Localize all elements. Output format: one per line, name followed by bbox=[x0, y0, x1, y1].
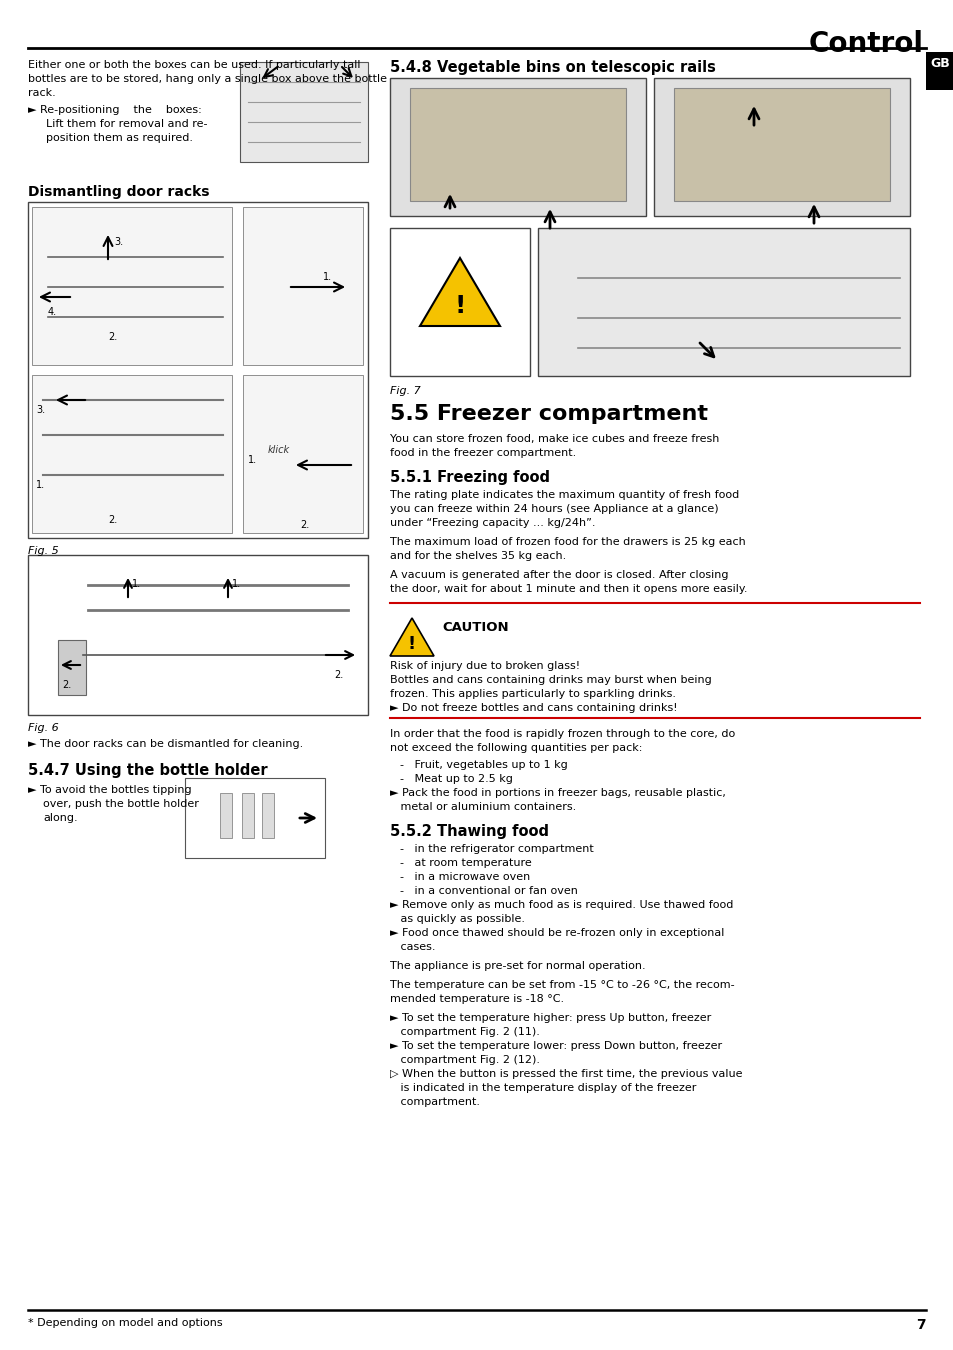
Text: -   in the refrigerator compartment: - in the refrigerator compartment bbox=[399, 844, 593, 855]
Bar bbox=[673, 88, 889, 201]
Text: 7: 7 bbox=[916, 1318, 925, 1332]
Text: -   Fruit, vegetables up to 1 kg: - Fruit, vegetables up to 1 kg bbox=[399, 760, 567, 770]
Bar bbox=[240, 62, 368, 162]
Text: under “Freezing capacity ... kg/24h”.: under “Freezing capacity ... kg/24h”. bbox=[390, 518, 595, 528]
Text: * Depending on model and options: * Depending on model and options bbox=[28, 1318, 222, 1328]
Text: -   Meat up to 2.5 kg: - Meat up to 2.5 kg bbox=[399, 774, 513, 784]
Text: ▷ When the button is pressed the first time, the previous value: ▷ When the button is pressed the first t… bbox=[390, 1069, 741, 1079]
Text: !: ! bbox=[454, 294, 465, 319]
Text: ► To set the temperature lower: press Down button, freezer: ► To set the temperature lower: press Do… bbox=[390, 1041, 721, 1052]
Text: ► To set the temperature higher: press Up button, freezer: ► To set the temperature higher: press U… bbox=[390, 1012, 711, 1023]
Text: Risk of injury due to broken glass!: Risk of injury due to broken glass! bbox=[390, 662, 579, 671]
Text: compartment Fig. 2 (11).: compartment Fig. 2 (11). bbox=[390, 1027, 539, 1037]
Bar bbox=[32, 375, 232, 533]
Text: food in the freezer compartment.: food in the freezer compartment. bbox=[390, 448, 576, 458]
Text: The appliance is pre-set for normal operation.: The appliance is pre-set for normal oper… bbox=[390, 961, 645, 971]
Text: 5.5.1 Freezing food: 5.5.1 Freezing food bbox=[390, 470, 550, 485]
Text: -   at room temperature: - at room temperature bbox=[399, 859, 531, 868]
Text: 5.5 Freezer compartment: 5.5 Freezer compartment bbox=[390, 404, 707, 424]
Text: 2.: 2. bbox=[62, 680, 71, 690]
Text: ► Pack the food in portions in freezer bags, reusable plastic,: ► Pack the food in portions in freezer b… bbox=[390, 788, 725, 798]
Text: 5.5.2 Thawing food: 5.5.2 Thawing food bbox=[390, 824, 548, 838]
Text: 5.4.7 Using the bottle holder: 5.4.7 Using the bottle holder bbox=[28, 763, 268, 778]
Bar bbox=[410, 88, 625, 201]
Text: ► Do not freeze bottles and cans containing drinks!: ► Do not freeze bottles and cans contain… bbox=[390, 703, 677, 713]
Text: Bottles and cans containing drinks may burst when being: Bottles and cans containing drinks may b… bbox=[390, 675, 711, 684]
Text: rack.: rack. bbox=[28, 88, 55, 99]
Bar bbox=[242, 792, 253, 838]
Text: you can freeze within 24 hours (see Appliance at a glance): you can freeze within 24 hours (see Appl… bbox=[390, 504, 718, 514]
Text: and for the shelves 35 kg each.: and for the shelves 35 kg each. bbox=[390, 551, 566, 562]
Text: Lift them for removal and re-: Lift them for removal and re- bbox=[46, 119, 208, 130]
Text: 1.: 1. bbox=[232, 579, 241, 589]
Text: the door, wait for about 1 minute and then it opens more easily.: the door, wait for about 1 minute and th… bbox=[390, 585, 747, 594]
Bar bbox=[654, 78, 909, 216]
Text: bottles are to be stored, hang only a single box above the bottle: bottles are to be stored, hang only a si… bbox=[28, 74, 387, 84]
Text: is indicated in the temperature display of the freezer: is indicated in the temperature display … bbox=[390, 1083, 696, 1094]
Bar bbox=[262, 792, 274, 838]
Text: mended temperature is -18 °C.: mended temperature is -18 °C. bbox=[390, 994, 563, 1004]
Text: Either one or both the boxes can be used. If particularly tall: Either one or both the boxes can be used… bbox=[28, 59, 360, 70]
Text: Fig. 5: Fig. 5 bbox=[28, 545, 59, 556]
Text: along.: along. bbox=[43, 813, 77, 823]
Text: 3.: 3. bbox=[36, 405, 45, 414]
Bar bbox=[28, 555, 368, 716]
Text: You can store frozen food, make ice cubes and freeze fresh: You can store frozen food, make ice cube… bbox=[390, 433, 719, 444]
Text: not exceed the following quantities per pack:: not exceed the following quantities per … bbox=[390, 743, 641, 753]
Polygon shape bbox=[419, 258, 499, 325]
Text: 3.: 3. bbox=[113, 238, 123, 247]
Bar bbox=[220, 792, 232, 838]
Text: A vacuum is generated after the door is closed. After closing: A vacuum is generated after the door is … bbox=[390, 570, 728, 580]
Text: In order that the food is rapidly frozen through to the core, do: In order that the food is rapidly frozen… bbox=[390, 729, 735, 738]
Text: position them as required.: position them as required. bbox=[46, 134, 193, 143]
Text: ► To avoid the bottles tipping: ► To avoid the bottles tipping bbox=[28, 784, 192, 795]
Bar bbox=[32, 207, 232, 364]
Text: Control: Control bbox=[808, 30, 923, 58]
Text: frozen. This applies particularly to sparkling drinks.: frozen. This applies particularly to spa… bbox=[390, 688, 676, 699]
Text: klick: klick bbox=[268, 446, 290, 455]
Bar bbox=[185, 778, 325, 859]
Text: 1.: 1. bbox=[248, 455, 257, 464]
Text: The rating plate indicates the maximum quantity of fresh food: The rating plate indicates the maximum q… bbox=[390, 490, 739, 500]
Bar bbox=[243, 207, 363, 364]
Text: Fig. 7: Fig. 7 bbox=[390, 386, 420, 396]
Bar bbox=[28, 202, 368, 539]
Text: 4.: 4. bbox=[48, 306, 57, 317]
Text: 5.4.8 Vegetable bins on telescopic rails: 5.4.8 Vegetable bins on telescopic rails bbox=[390, 59, 715, 76]
Text: 1.: 1. bbox=[36, 481, 45, 490]
Text: !: ! bbox=[408, 634, 416, 653]
Text: ► Food once thawed should be re-frozen only in exceptional: ► Food once thawed should be re-frozen o… bbox=[390, 927, 723, 938]
Text: 1.: 1. bbox=[323, 271, 332, 282]
Text: The temperature can be set from -15 °C to -26 °C, the recom-: The temperature can be set from -15 °C t… bbox=[390, 980, 734, 990]
Text: 2.: 2. bbox=[108, 514, 117, 525]
Text: compartment Fig. 2 (12).: compartment Fig. 2 (12). bbox=[390, 1054, 539, 1065]
Text: as quickly as possible.: as quickly as possible. bbox=[390, 914, 524, 923]
Text: Dismantling door racks: Dismantling door racks bbox=[28, 185, 210, 198]
Text: 2.: 2. bbox=[334, 670, 343, 680]
Bar bbox=[58, 640, 86, 695]
Bar bbox=[243, 375, 363, 533]
Text: compartment.: compartment. bbox=[390, 1098, 479, 1107]
Text: metal or aluminium containers.: metal or aluminium containers. bbox=[390, 802, 576, 811]
Text: CAUTION: CAUTION bbox=[441, 621, 508, 634]
Bar bbox=[925, 53, 953, 90]
Text: 1.: 1. bbox=[132, 579, 141, 589]
Text: GB: GB bbox=[929, 57, 949, 70]
Text: over, push the bottle holder: over, push the bottle holder bbox=[43, 799, 198, 809]
Text: ► Re-positioning    the    boxes:: ► Re-positioning the boxes: bbox=[28, 105, 201, 115]
Bar bbox=[537, 228, 909, 377]
Bar bbox=[390, 78, 645, 216]
Bar bbox=[390, 228, 530, 377]
Text: -   in a conventional or fan oven: - in a conventional or fan oven bbox=[399, 886, 578, 896]
Text: ► The door racks can be dismantled for cleaning.: ► The door racks can be dismantled for c… bbox=[28, 738, 303, 749]
Text: The maximum load of frozen food for the drawers is 25 kg each: The maximum load of frozen food for the … bbox=[390, 537, 745, 547]
Polygon shape bbox=[390, 618, 434, 656]
Text: -   in a microwave oven: - in a microwave oven bbox=[399, 872, 530, 882]
Text: Fig. 6: Fig. 6 bbox=[28, 724, 59, 733]
Text: 2.: 2. bbox=[108, 332, 117, 342]
Text: ► Remove only as much food as is required. Use thawed food: ► Remove only as much food as is require… bbox=[390, 900, 733, 910]
Text: 2.: 2. bbox=[299, 520, 309, 531]
Text: cases.: cases. bbox=[390, 942, 435, 952]
